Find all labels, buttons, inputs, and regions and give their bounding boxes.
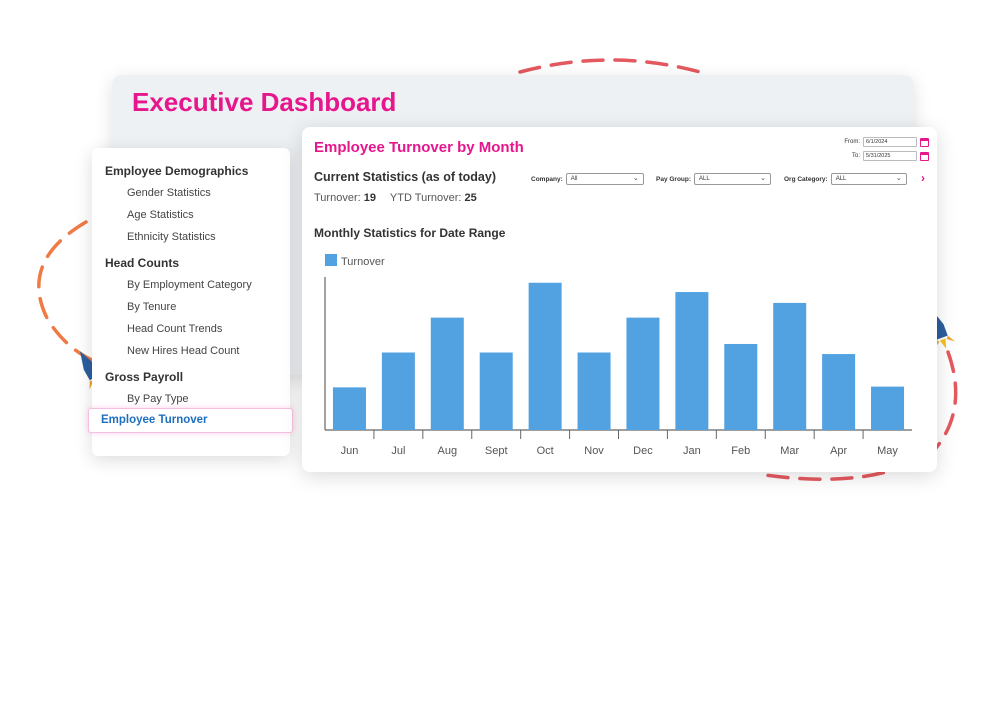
bar-may[interactable]	[871, 386, 905, 430]
bar-dec[interactable]	[626, 317, 660, 430]
legend-label: Turnover	[341, 256, 385, 268]
bar-sept[interactable]	[479, 352, 513, 431]
sidebar-item-age-statistics[interactable]: Age Statistics	[127, 209, 194, 221]
x-tick-label: Mar	[780, 445, 799, 457]
company-filter: Company: All ⌄	[531, 173, 644, 185]
sidebar-section-demographics[interactable]: Employee Demographics	[105, 164, 249, 178]
chevron-down-icon: ⌄	[760, 175, 767, 182]
sidebar-item-new-hires-head-count[interactable]: New Hires Head Count	[127, 345, 240, 357]
ytd-turnover-value: 25	[464, 192, 477, 204]
pay-group-select[interactable]: ALL ⌄	[694, 173, 772, 185]
x-tick-label: Sept	[485, 445, 508, 457]
from-date-row: From: 6/1/2024	[840, 137, 929, 147]
bar-jun[interactable]	[332, 387, 366, 430]
bar-nov[interactable]	[577, 352, 611, 431]
turnover-summary: Turnover: 19 YTD Turnover: 25	[314, 192, 477, 204]
dashed-arc-top	[518, 58, 702, 74]
x-tick-label: Aug	[438, 445, 458, 457]
org-category-filter-label: Org Category:	[784, 175, 828, 183]
bar-mar[interactable]	[773, 302, 807, 430]
current-statistics-heading: Current Statistics (as of today)	[314, 170, 496, 184]
legend-swatch	[325, 254, 337, 266]
pay-group-select-value: ALL	[699, 176, 710, 182]
bar-feb[interactable]	[724, 343, 758, 430]
x-tick-label: May	[877, 445, 898, 457]
bar-apr[interactable]	[822, 354, 856, 430]
x-tick-label: Nov	[584, 445, 604, 457]
report-title: Employee Turnover by Month	[314, 139, 524, 156]
sidebar-section-head-counts[interactable]: Head Counts	[105, 256, 180, 270]
bar-oct[interactable]	[528, 282, 562, 430]
x-tick-label: Jun	[341, 445, 359, 457]
bar-jul[interactable]	[381, 352, 415, 431]
pay-group-filter: Pay Group: ALL ⌄	[656, 173, 772, 185]
chevron-down-icon: ⌄	[895, 175, 902, 182]
dashboard-title: Executive Dashboard	[132, 87, 397, 117]
org-category-filter: Org Category: ALL ⌄	[784, 173, 907, 185]
chevron-right-icon[interactable]: ›	[921, 171, 925, 185]
turnover-label: Turnover:	[314, 192, 361, 204]
from-label: From:	[844, 139, 860, 145]
org-category-select-value: ALL	[835, 176, 847, 182]
monthly-statistics-heading: Monthly Statistics for Date Range	[314, 226, 506, 240]
sidebar-item-head-count-trends[interactable]: Head Count Trends	[127, 323, 223, 335]
bar-jan[interactable]	[675, 292, 709, 430]
ytd-turnover-label: YTD Turnover:	[389, 192, 462, 204]
to-date-row: To: 5/31/2025	[840, 151, 929, 161]
sidebar-item-by-tenure[interactable]: By Tenure	[127, 301, 177, 313]
report-sidebar: Employee Demographics Gender Statistics …	[88, 148, 293, 456]
x-tick-label: Oct	[537, 445, 554, 457]
x-tick-label: Dec	[633, 445, 653, 457]
to-date-input[interactable]: 5/31/2025	[863, 151, 917, 161]
turnover-report-card: Employee Turnover by Month From: 6/1/202…	[302, 127, 937, 472]
calendar-icon[interactable]	[920, 151, 929, 161]
dashed-arc-left	[37, 220, 94, 362]
sidebar-section-gross-payroll[interactable]: Gross Payroll	[105, 370, 184, 384]
from-date-input[interactable]: 6/1/2024	[863, 137, 917, 147]
sidebar-item-by-pay-type[interactable]: By Pay Type	[127, 393, 189, 405]
sidebar-item-by-employment-category[interactable]: By Employment Category	[127, 279, 252, 291]
org-category-select[interactable]: ALL ⌄	[830, 173, 907, 185]
bar-aug[interactable]	[430, 317, 464, 430]
calendar-icon[interactable]	[920, 137, 929, 147]
turnover-value: 19	[363, 192, 376, 204]
chevron-down-icon: ⌄	[632, 175, 639, 182]
company-select-value: All	[570, 176, 578, 182]
to-label: To:	[851, 153, 860, 159]
pay-group-filter-label: Pay Group:	[656, 175, 692, 183]
sidebar-item-ethnicity-statistics[interactable]: Ethnicity Statistics	[127, 231, 216, 243]
company-filter-label: Company:	[531, 175, 563, 183]
turnover-bar-chart: Turnover Jun Jul Aug Sept Oct Nov Dec Jan Feb Mar A…	[324, 254, 912, 457]
sidebar-item-gender-statistics[interactable]: Gender Statistics	[127, 187, 211, 199]
x-tick-label: Apr	[830, 445, 847, 457]
x-tick-label: Feb	[731, 445, 750, 457]
x-tick-label: Jul	[391, 445, 405, 457]
sidebar-item-employee-turnover[interactable]: Employee Turnover	[88, 408, 293, 433]
company-select[interactable]: All ⌄	[565, 173, 644, 185]
x-tick-label: Jan	[683, 445, 701, 457]
